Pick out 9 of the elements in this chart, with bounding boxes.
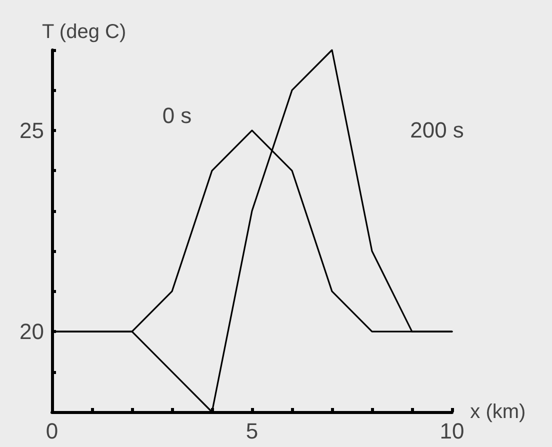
x-axis-title: x (km) [470, 401, 526, 423]
text: 0 s [162, 102, 192, 128]
x-tick-label: 10 [440, 418, 464, 444]
y-tick-label: 25 [20, 118, 44, 143]
y-tick-label: 20 [20, 319, 44, 344]
x-tick-label: 5 [246, 418, 258, 444]
x-tick-label: 0 [46, 418, 58, 444]
text: 200 s [410, 118, 464, 142]
y-axis-title: T (deg C) [42, 21, 126, 43]
